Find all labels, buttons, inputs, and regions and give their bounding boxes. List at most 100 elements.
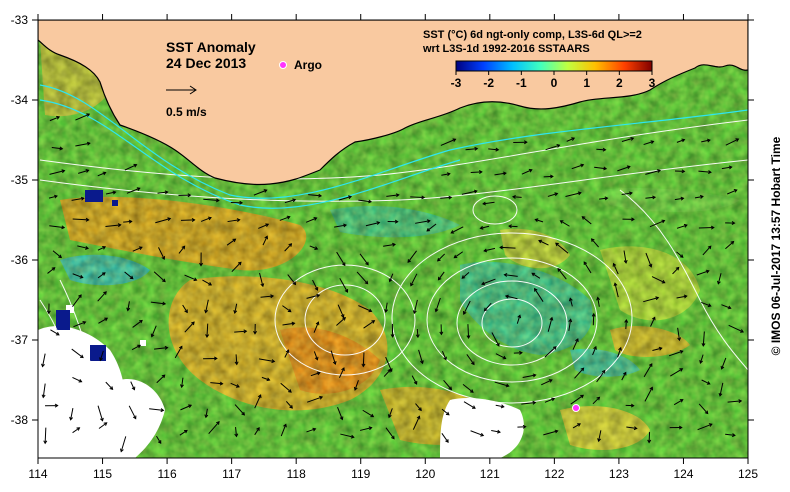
velocity-vector-head bbox=[504, 294, 509, 299]
velocity-vector bbox=[426, 223, 437, 232]
velocity-vector-head bbox=[552, 346, 557, 350]
velocity-vector-head bbox=[631, 217, 635, 222]
velocity-vector-head bbox=[370, 413, 375, 418]
velocity-vector bbox=[725, 138, 739, 146]
velocity-vector bbox=[208, 421, 220, 434]
velocity-vector-head bbox=[420, 360, 424, 365]
velocity-vector bbox=[234, 330, 247, 333]
velocity-vector bbox=[338, 196, 352, 201]
velocity-vector-head bbox=[413, 380, 418, 385]
velocity-vector bbox=[50, 329, 60, 336]
velocity-vector-head bbox=[85, 217, 90, 222]
velocity-vector-head bbox=[448, 195, 453, 200]
velocity-vector bbox=[643, 297, 659, 303]
velocity-vector-head bbox=[602, 147, 607, 152]
velocity-vector-head bbox=[462, 311, 467, 315]
velocity-vector-head bbox=[731, 221, 736, 225]
velocity-vector bbox=[210, 382, 223, 385]
velocity-vector bbox=[440, 138, 456, 146]
velocity-vector-head bbox=[270, 294, 275, 299]
velocity-vector-head bbox=[707, 303, 712, 308]
velocity-vector bbox=[621, 137, 634, 143]
velocity-vector-head bbox=[730, 240, 735, 245]
velocity-vector-head bbox=[387, 368, 392, 373]
velocity-vector-head bbox=[648, 263, 653, 268]
velocity-vector bbox=[234, 404, 245, 416]
velocity-vector-head bbox=[728, 165, 733, 170]
velocity-vector bbox=[386, 194, 399, 197]
velocity-vector-head bbox=[340, 314, 345, 318]
velocity-vector bbox=[180, 219, 195, 221]
velocity-vector-head bbox=[708, 423, 713, 427]
velocity-vector-head bbox=[343, 223, 348, 228]
y-tick-label: -34 bbox=[11, 93, 29, 107]
velocity-vector-head bbox=[208, 282, 213, 286]
x-tick-label: 114 bbox=[28, 467, 47, 481]
velocity-vector bbox=[461, 190, 477, 195]
velocity-vector-head bbox=[701, 343, 706, 347]
velocity-vector bbox=[557, 268, 567, 280]
y-tick-label: -36 bbox=[11, 253, 29, 267]
velocity-vector-head bbox=[55, 331, 60, 336]
velocity-vector bbox=[413, 299, 418, 314]
velocity-vector-head bbox=[103, 291, 107, 295]
velocity-vector-head bbox=[368, 308, 373, 313]
velocity-vector bbox=[181, 377, 184, 388]
velocity-vector-head bbox=[157, 440, 162, 444]
velocity-vector-head bbox=[733, 189, 738, 193]
velocity-vector bbox=[260, 295, 274, 298]
velocity-vector-head bbox=[79, 274, 84, 279]
velocity-vector-head bbox=[445, 439, 449, 443]
velocity-vector-head bbox=[528, 168, 533, 173]
velocity-vector bbox=[621, 192, 633, 196]
velocity-vector bbox=[491, 429, 501, 433]
velocity-vector-head bbox=[233, 310, 238, 315]
velocity-vector bbox=[441, 408, 450, 416]
velocity-vector-head bbox=[407, 259, 412, 263]
velocity-vector bbox=[721, 304, 731, 309]
velocity-vector bbox=[359, 253, 369, 266]
velocity-vector-head bbox=[205, 334, 210, 338]
velocity-vector-head bbox=[571, 137, 576, 141]
velocity-vector-head bbox=[630, 136, 635, 141]
velocity-vector bbox=[440, 196, 452, 199]
velocity-vector-head bbox=[624, 319, 629, 323]
velocity-vector-head bbox=[706, 381, 711, 385]
x-tick-label: 124 bbox=[673, 467, 693, 481]
velocity-vector bbox=[643, 140, 654, 146]
velocity-vector-head bbox=[705, 269, 710, 274]
velocity-vector bbox=[555, 242, 569, 254]
velocity-scale-arrow bbox=[166, 85, 197, 95]
velocity-vector bbox=[42, 383, 46, 398]
velocity-vector bbox=[389, 273, 394, 282]
velocity-vector-head bbox=[538, 239, 543, 244]
velocity-vector-head bbox=[162, 301, 167, 306]
velocity-vector bbox=[73, 321, 86, 328]
velocity-vector-head bbox=[683, 294, 688, 299]
velocity-vector bbox=[719, 382, 724, 397]
velocity-vector-head bbox=[519, 350, 523, 355]
velocity-vector-head bbox=[651, 316, 656, 321]
velocity-vector-head bbox=[46, 310, 51, 315]
velocity-vector-head bbox=[469, 389, 474, 393]
velocity-vector bbox=[453, 251, 464, 259]
velocity-vector-head bbox=[287, 308, 292, 313]
velocity-vector-head bbox=[628, 191, 633, 196]
velocity-vector bbox=[645, 252, 652, 267]
velocity-vector-head bbox=[577, 191, 582, 196]
velocity-vector-head bbox=[119, 448, 124, 453]
velocity-vector-head bbox=[131, 386, 136, 391]
velocity-vector bbox=[155, 218, 171, 224]
velocity-vector bbox=[725, 241, 734, 250]
velocity-vector bbox=[676, 139, 685, 143]
velocity-vector-head bbox=[648, 363, 653, 367]
velocity-vector bbox=[230, 382, 240, 388]
velocity-vector-head bbox=[622, 371, 627, 376]
velocity-vector-head bbox=[677, 337, 682, 342]
velocity-vector bbox=[677, 327, 680, 341]
velocity-vector bbox=[694, 195, 703, 199]
velocity-vector bbox=[597, 297, 600, 307]
velocity-vector bbox=[543, 175, 553, 178]
velocity-vector-head bbox=[137, 344, 142, 349]
velocity-vector-head bbox=[661, 279, 666, 284]
